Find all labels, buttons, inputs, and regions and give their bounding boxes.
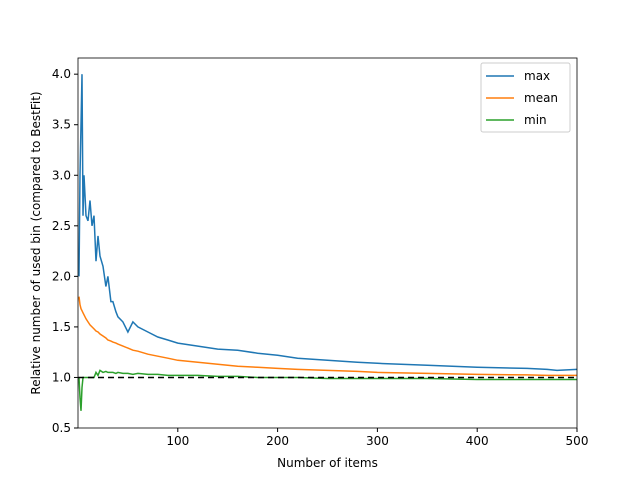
legend-label-max: max	[524, 69, 550, 83]
x-tick-label: 400	[466, 434, 489, 448]
series-line-min	[78, 369, 577, 411]
legend-frame	[480, 62, 571, 133]
x-tick-label: 200	[266, 434, 289, 448]
y-tick-label: 1.0	[52, 370, 71, 384]
plot-frame	[77, 57, 578, 429]
legend-label-min: min	[524, 113, 547, 127]
y-tick-label: 3.5	[52, 118, 71, 132]
y-tick-label: 3.0	[52, 168, 71, 182]
x-tick-label: 500	[566, 434, 589, 448]
y-tick-label: 4.0	[52, 67, 71, 81]
x-tick-label: 300	[366, 434, 389, 448]
y-axis-label: Relative number of used bin (compared to…	[29, 91, 43, 394]
x-tick-label: 100	[166, 434, 189, 448]
x-axis-label: Number of items	[277, 456, 378, 470]
y-tick-label: 2.5	[52, 219, 71, 233]
series-line-mean	[78, 296, 577, 377]
y-tick-label: 1.5	[52, 320, 71, 334]
y-tick-label: 2.0	[52, 269, 71, 283]
legend: max mean min	[480, 62, 571, 133]
y-tick-label: 0.5	[52, 421, 71, 435]
legend-label-mean: mean	[524, 91, 558, 105]
series-line-max	[78, 74, 578, 372]
